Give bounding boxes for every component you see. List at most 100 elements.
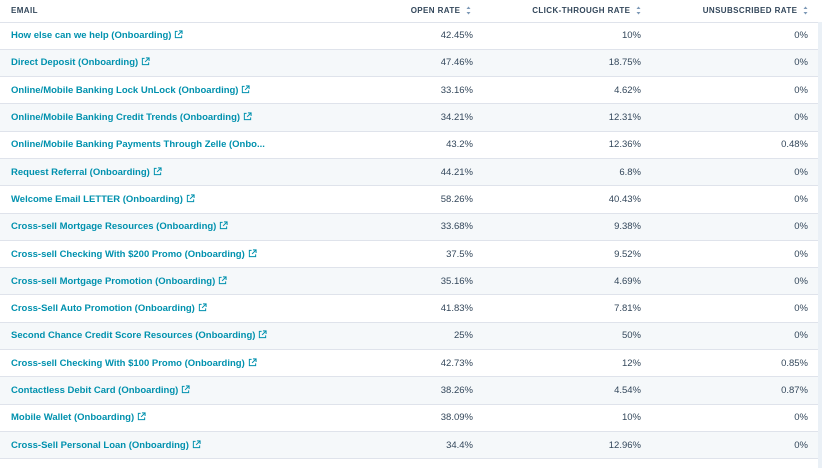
email-cell: How else can we help (Onboarding) bbox=[0, 22, 300, 49]
unsubscribed-rate-cell: 0% bbox=[794, 330, 808, 342]
external-link-icon[interactable] bbox=[192, 439, 201, 449]
vertical-scrollbar[interactable] bbox=[818, 22, 822, 468]
click-through-rate-cell: 4.54% bbox=[614, 385, 641, 396]
open-rate-cell: 33.16% bbox=[440, 84, 473, 96]
column-header-click-through-rate-label: CLICK-THROUGH RATE bbox=[532, 6, 631, 16]
click-through-rate-cell: 18.75% bbox=[608, 57, 641, 69]
click-through-rate-cell: 10% bbox=[621, 412, 641, 424]
external-link-icon[interactable] bbox=[243, 112, 252, 121]
table-row: Mobile Wallet (Onboarding) 38.09% 10% 0% bbox=[0, 404, 818, 432]
column-header-email[interactable]: EMAIL bbox=[0, 0, 300, 23]
email-cell: Online/Mobile Banking Lock UnLock (Onboa… bbox=[0, 77, 300, 104]
email-link[interactable]: Cross-sell Checking With $100 Promo (Onb… bbox=[11, 357, 245, 369]
unsubscribed-rate-cell: 0% bbox=[794, 166, 808, 178]
external-link-icon[interactable] bbox=[153, 167, 162, 176]
open-rate-cell: 34.21% bbox=[440, 112, 473, 124]
open-rate-cell: 25% bbox=[453, 330, 473, 342]
sort-arrows-icon[interactable] bbox=[803, 6, 808, 15]
unsubscribed-rate-cell: 0.87% bbox=[781, 385, 808, 396]
email-cell: Cross-sell Checking With $200 Promo (Onb… bbox=[0, 240, 300, 267]
table-row: Contactless Debit Card (Onboarding) 38.2… bbox=[0, 376, 818, 405]
email-link[interactable]: Cross-sell Mortgage Promotion (Onboardin… bbox=[11, 275, 216, 287]
email-link[interactable]: Welcome Email LETTER (Onboarding) bbox=[11, 193, 183, 205]
unsubscribed-rate-cell: 0% bbox=[794, 193, 808, 205]
email-link[interactable]: Cross-sell Mortgage Resources (Onboardin… bbox=[11, 221, 217, 233]
email-cell: Cross-Sell Auto Promotion (Onboarding) bbox=[0, 295, 300, 322]
email-link[interactable]: Cross-sell Checking With $200 Promo (Onb… bbox=[11, 248, 245, 260]
click-through-rate-cell: 7.81% bbox=[614, 303, 641, 315]
email-cell: Contactless Debit Card (Onboarding) bbox=[0, 377, 300, 404]
column-header-open-rate[interactable]: OPEN RATE bbox=[300, 0, 481, 23]
click-through-rate-cell: 10% bbox=[621, 30, 641, 42]
table-row: Cross-sell Checking With $200 Promo (Onb… bbox=[0, 240, 818, 268]
column-header-click-through-rate[interactable]: CLICK-THROUGH RATE bbox=[481, 0, 651, 23]
email-performance-table: EMAIL OPEN RATE CLICK-THROUGH RATE UNSUB… bbox=[0, 0, 818, 459]
sort-arrows-icon[interactable] bbox=[466, 6, 471, 15]
external-link-icon[interactable] bbox=[137, 412, 146, 421]
email-link[interactable]: Online/Mobile Banking Lock UnLock (Onboa… bbox=[11, 84, 239, 96]
email-link[interactable]: Cross-Sell Auto Promotion (Onboarding) bbox=[11, 303, 195, 315]
external-link-icon[interactable] bbox=[181, 385, 190, 394]
email-link[interactable]: Second Chance Credit Score Resources (On… bbox=[11, 330, 256, 342]
open-rate-cell: 47.46% bbox=[440, 57, 473, 69]
unsubscribed-rate-cell: 0% bbox=[794, 439, 808, 451]
click-through-rate-cell: 9.38% bbox=[614, 221, 641, 233]
email-cell: Welcome Email LETTER (Onboarding) bbox=[0, 186, 300, 213]
external-link-icon[interactable] bbox=[174, 30, 184, 39]
email-link[interactable]: Cross-Sell Personal Loan (Onboarding) bbox=[11, 439, 189, 451]
column-header-open-rate-label: OPEN RATE bbox=[410, 6, 461, 16]
open-rate-cell: 58.26% bbox=[440, 193, 473, 205]
table-row: Online/Mobile Banking Credit Trends (Onb… bbox=[0, 103, 818, 132]
click-through-rate-cell: 4.69% bbox=[614, 275, 641, 287]
unsubscribed-rate-cell: 0% bbox=[794, 221, 808, 233]
click-through-rate-cell: 6.8% bbox=[619, 166, 641, 178]
click-through-rate-cell: 12.96% bbox=[608, 439, 641, 451]
external-link-icon[interactable] bbox=[248, 248, 257, 258]
open-rate-cell: 42.45% bbox=[440, 30, 473, 42]
external-link-icon[interactable] bbox=[218, 276, 227, 285]
unsubscribed-rate-cell: 0% bbox=[794, 112, 808, 124]
open-rate-cell: 43.2% bbox=[446, 139, 473, 151]
open-rate-cell: 42.73% bbox=[440, 357, 473, 369]
email-link[interactable]: Request Referral (Onboarding) bbox=[11, 166, 150, 178]
external-link-icon[interactable] bbox=[248, 358, 257, 367]
table-body: How else can we help (Onboarding) 42.45%… bbox=[0, 22, 818, 459]
table-header: EMAIL OPEN RATE CLICK-THROUGH RATE UNSUB… bbox=[0, 0, 818, 23]
open-rate-cell: 44.21% bbox=[440, 166, 473, 178]
email-cell: Mobile Wallet (Onboarding) bbox=[0, 404, 300, 431]
email-link[interactable]: Online/Mobile Banking Credit Trends (Onb… bbox=[11, 112, 241, 124]
external-link-icon[interactable] bbox=[241, 85, 251, 94]
email-link[interactable]: Contactless Debit Card (Onboarding) bbox=[11, 385, 179, 396]
table-row: Cross-sell Checking With $100 Promo (Onb… bbox=[0, 350, 818, 377]
email-link[interactable]: Direct Deposit (Onboarding) bbox=[11, 57, 139, 69]
open-rate-cell: 33.68% bbox=[440, 221, 473, 233]
email-cell: Request Referral (Onboarding) bbox=[0, 158, 300, 185]
email-link[interactable]: Mobile Wallet (Onboarding) bbox=[11, 412, 135, 424]
email-cell: Cross-sell Checking With $100 Promo (Onb… bbox=[0, 350, 300, 377]
open-rate-cell: 38.26% bbox=[440, 385, 473, 396]
email-cell: Cross-sell Mortgage Promotion (Onboardin… bbox=[0, 268, 300, 295]
email-link[interactable]: How else can we help (Onboarding) bbox=[11, 30, 172, 42]
external-link-icon[interactable] bbox=[219, 221, 228, 230]
external-link-icon[interactable] bbox=[258, 330, 268, 339]
table-row: Online/Mobile Banking Payments Through Z… bbox=[0, 131, 818, 159]
unsubscribed-rate-cell: 0.85% bbox=[781, 357, 808, 369]
click-through-rate-cell: 12% bbox=[621, 357, 641, 369]
unsubscribed-rate-cell: 0% bbox=[794, 57, 808, 69]
table-row: How else can we help (Onboarding) 42.45%… bbox=[0, 22, 818, 50]
email-link[interactable]: Online/Mobile Banking Payments Through Z… bbox=[11, 139, 265, 151]
table-row: Second Chance Credit Score Resources (On… bbox=[0, 322, 818, 350]
external-link-icon[interactable] bbox=[186, 194, 195, 203]
unsubscribed-rate-cell: 0% bbox=[794, 303, 808, 315]
table-row: Request Referral (Onboarding) 44.21% 6.8… bbox=[0, 158, 818, 186]
click-through-rate-cell: 4.62% bbox=[614, 84, 641, 96]
email-cell: Direct Deposit (Onboarding) bbox=[0, 49, 300, 76]
click-through-rate-cell: 9.52% bbox=[614, 248, 641, 260]
sort-arrows-icon[interactable] bbox=[636, 6, 641, 15]
column-header-unsubscribed-rate[interactable]: UNSUBSCRIBED RATE bbox=[651, 0, 818, 23]
external-link-icon[interactable] bbox=[141, 57, 150, 66]
column-header-unsubscribed-rate-label: UNSUBSCRIBED RATE bbox=[702, 6, 798, 16]
click-through-rate-cell: 12.31% bbox=[608, 112, 641, 124]
external-link-icon[interactable] bbox=[198, 303, 207, 312]
table-row: Online/Mobile Banking Lock UnLock (Onboa… bbox=[0, 77, 818, 104]
